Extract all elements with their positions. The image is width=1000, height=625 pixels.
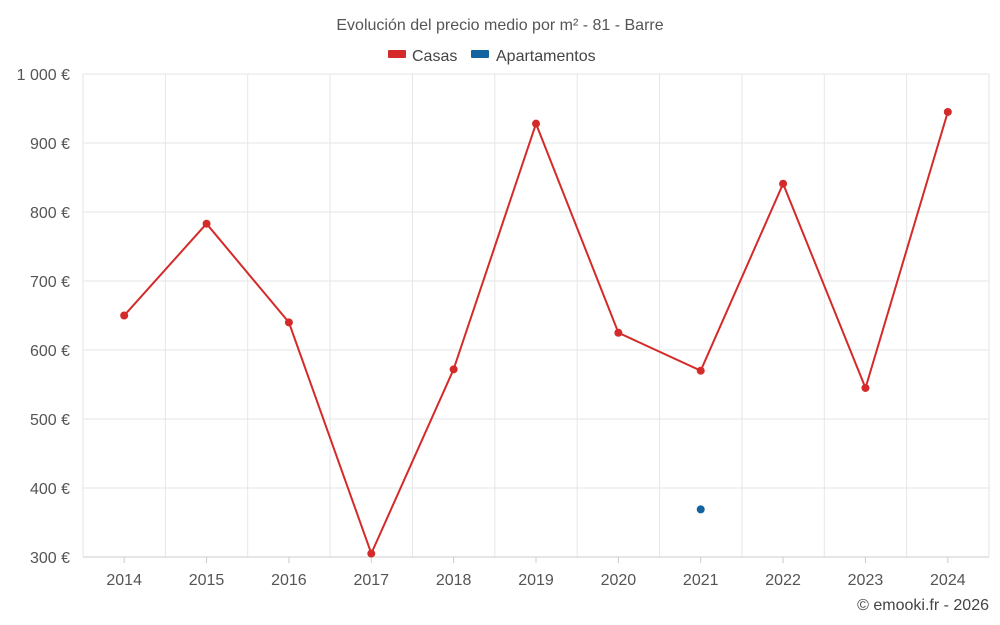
y-tick-label: 900 € — [30, 136, 70, 153]
data-point-casas[interactable] — [696, 366, 705, 375]
data-point-casas[interactable] — [943, 107, 952, 116]
legend-swatch-casas — [388, 50, 406, 58]
credit-text: © emooki.fr - 2026 — [857, 597, 989, 614]
series — [120, 107, 952, 558]
data-point-casas[interactable] — [449, 365, 458, 374]
data-point-casas[interactable] — [202, 219, 211, 228]
data-point-casas[interactable] — [614, 328, 623, 337]
data-point-casas[interactable] — [284, 318, 293, 327]
y-tick-label: 600 € — [30, 343, 70, 360]
x-tick-label: 2014 — [106, 572, 142, 589]
data-point-apartamentos[interactable] — [696, 505, 705, 514]
x-tick-label: 2019 — [518, 572, 554, 589]
legend-item-casas[interactable]: Casas — [388, 48, 457, 65]
x-tick-label: 2022 — [765, 572, 801, 589]
x-tick-label: 2021 — [683, 572, 719, 589]
chart-title: Evolución del precio medio por m² - 81 -… — [336, 17, 663, 34]
grid — [82, 73, 990, 557]
y-tick-label: 1 000 € — [17, 67, 70, 84]
x-tick-label: 2020 — [601, 572, 637, 589]
y-tick-label: 400 € — [30, 481, 70, 498]
x-axis-ticks: 2014 2015 2016 2017 2018 2019 2020 2021 2022 2023… — [83, 556, 989, 589]
legend-label-apartamentos: Apartamentos — [496, 48, 596, 65]
x-tick-label: 2016 — [271, 572, 307, 589]
x-tick-label: 2017 — [353, 572, 389, 589]
data-point-casas[interactable] — [120, 311, 129, 320]
x-tick-label: 2018 — [436, 572, 472, 589]
legend-item-apartamentos[interactable]: Apartamentos — [471, 48, 596, 65]
x-tick-label: 2023 — [848, 572, 884, 589]
y-axis-ticks: 300 € 400 € 500 € 600 € 700 € 800 € 900 € 1 000… — [17, 67, 70, 567]
legend-swatch-apartamentos — [471, 50, 489, 58]
y-tick-label: 300 € — [30, 550, 70, 567]
y-tick-label: 800 € — [30, 205, 70, 222]
data-point-casas[interactable] — [532, 119, 540, 128]
y-tick-label: 500 € — [30, 412, 70, 429]
y-tick-label: 700 € — [30, 274, 70, 291]
data-point-casas[interactable] — [367, 549, 376, 558]
x-tick-label: 2024 — [930, 572, 966, 589]
legend: Casas Apartamentos — [388, 48, 596, 65]
data-point-casas[interactable] — [861, 383, 870, 392]
data-point-casas[interactable] — [779, 179, 788, 188]
legend-label-casas: Casas — [412, 48, 457, 65]
x-tick-label: 2015 — [189, 572, 225, 589]
